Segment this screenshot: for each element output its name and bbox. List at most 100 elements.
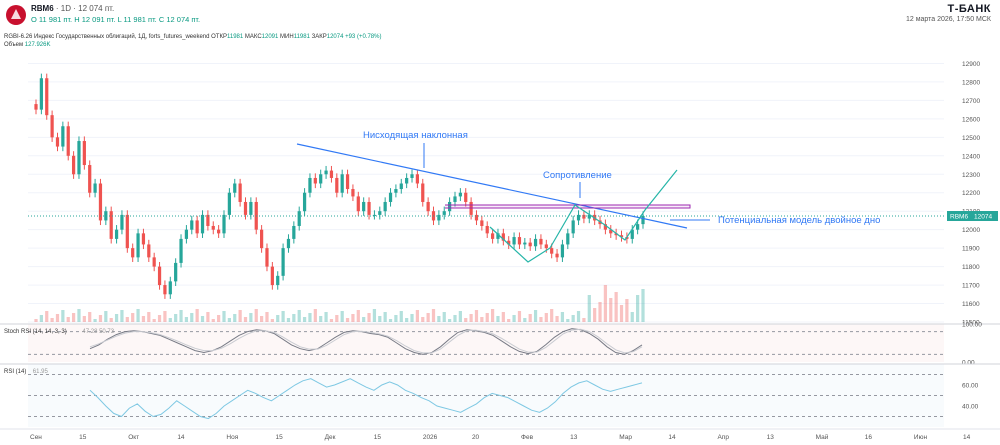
open-label: ОТКР [211,34,227,40]
candle [528,242,532,247]
volume-bar [469,314,473,322]
last-price-sym-box [947,211,971,222]
price-tick-label: 11600 [962,301,980,308]
candle [480,220,484,226]
volume-bar [200,316,205,322]
candle [630,229,634,239]
volume-bar [34,319,38,322]
candle [136,233,140,258]
candle [442,211,446,215]
header: RBM6 · 1D · 12 074 пт. О 11 981 пт. Н 12… [0,0,1000,30]
price-tick-label: 12300 [962,172,980,179]
interval[interactable]: 1D [60,4,72,13]
volume-bar [550,309,554,322]
time-tick-label: 15 [374,434,382,441]
time-tick-label: 14 [668,434,676,441]
candle [571,220,575,234]
candle [421,183,425,202]
series-line-d [89,328,643,354]
time-tick-label: 13 [767,434,775,441]
open-value: 11981 [226,34,244,40]
last-price-symbol: RBM6 [950,214,968,221]
volume-bar [490,309,495,322]
volume-bar [254,309,258,322]
volume-bar [136,309,140,322]
candle [222,214,226,234]
candle [378,211,382,215]
candle [490,233,495,239]
volume-bar [566,319,570,322]
rsi-pane: 60.00 40.00 RSI (14) 61.95 [0,363,1000,427]
candle [98,183,103,221]
series-line-rsi [89,378,643,420]
volume-bar [141,316,146,322]
price-tick-label: 12400 [962,153,980,160]
candle [141,233,146,245]
ohlc-readout: О 11 981 пт. Н 12 091 пт. L 11 981 пт. С… [31,15,201,24]
price-tick-label: 11800 [962,264,980,271]
volume-bar [609,298,613,322]
volume-bar [587,295,591,322]
candle [217,229,221,234]
volume-bar [517,311,522,322]
volume-bar [50,318,54,322]
volume-bar [77,309,81,322]
candle [211,225,215,230]
candle [34,104,38,110]
pane-title: Stoch RSI (14, 14, 3, 3) [4,329,67,335]
time-tick-label: 15 [276,434,284,441]
series-line-k [89,328,643,355]
legend-title: RGBI-6.26 Индекс Государственных облигац… [4,34,210,40]
volume-bar [324,312,328,322]
descending-label: Нисходящая наклонная [363,130,468,141]
volume-bar [286,318,291,322]
volume-bar [431,309,436,322]
candle [636,224,640,230]
volume-bar [233,314,237,322]
time-tick-label: Ноя [226,434,238,441]
candle [157,266,162,286]
volume-bar [340,311,344,322]
candle [55,137,60,147]
price-tick-label: 11500 [962,320,980,327]
datetime: 12 марта 2026, 17:50 МСК [905,16,991,23]
candle [297,211,301,226]
volume-value: 127.926K [24,42,51,48]
candle [163,285,167,295]
volume-bar [249,313,253,322]
volume-bar [98,315,103,322]
volume-bar [603,285,608,322]
volume-bar [399,311,403,322]
double-bottom-label: Потенциальная модель двойное дно [718,215,880,226]
volume-bar [528,314,532,322]
price-pane: 1150011600117001180011900120001210012200… [28,61,998,327]
volume-bar [227,318,231,322]
volume-bar [437,316,441,322]
volume-bar [319,316,323,322]
candle [485,225,489,234]
low-value: 11981 [293,34,310,40]
candle [195,220,199,234]
symbol[interactable]: RBM6 [31,4,54,13]
candle [179,238,183,263]
candle [335,177,339,193]
time-tick-label: 20 [472,434,480,441]
candle [168,281,172,295]
candle [372,214,377,216]
volume-bar [329,319,334,322]
candle [394,189,398,193]
legend-info: RGBI-6.26 Индекс Государственных облигац… [4,34,381,40]
candle [587,214,591,219]
volume-bar [120,310,124,322]
candle [523,242,527,245]
volume-legend: Объем 127.926K [4,42,51,48]
pane-tick-label: 40.00 [962,404,979,411]
price-tick-label: 11700 [962,283,980,290]
time-tick-label: 2026 [423,434,438,441]
volume-bar [243,317,248,322]
price-tick-label: 12600 [962,116,980,123]
candle [512,237,516,245]
candle [453,196,457,202]
volume-bar [394,315,398,322]
